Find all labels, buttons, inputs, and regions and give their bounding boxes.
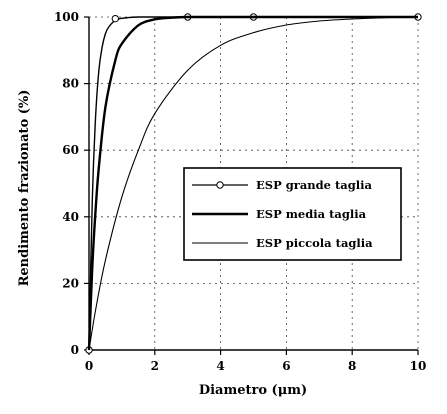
x-tick-label-5: 10 bbox=[410, 359, 427, 373]
legend-marker-grande bbox=[216, 181, 224, 189]
x-tick-label-3: 6 bbox=[282, 359, 290, 373]
legend-label-piccola: ESP piccola taglia bbox=[256, 236, 373, 250]
y-tick-label-2: 40 bbox=[62, 210, 79, 224]
y-tick-label-3: 60 bbox=[62, 143, 79, 157]
y-axis-title: Rendimento frazionato (%) bbox=[17, 90, 32, 287]
x-tick-label-4: 8 bbox=[348, 359, 356, 373]
series-line-1 bbox=[87, 15, 418, 351]
y-tick-label-5: 100 bbox=[54, 10, 79, 24]
x-axis-title: Diametro (μm) bbox=[199, 383, 307, 398]
legend-label-grande: ESP grande taglia bbox=[256, 178, 373, 192]
legend-label-media: ESP media taglia bbox=[256, 207, 367, 221]
y-tick-label-4: 80 bbox=[62, 77, 79, 91]
x-tick-label-0: 0 bbox=[85, 359, 93, 373]
y-tick-label-0: 0 bbox=[71, 343, 79, 357]
series-group bbox=[85, 13, 422, 354]
legend: ESP grande taglia ESP media taglia ESP p… bbox=[183, 167, 402, 261]
x-tick-label-1: 2 bbox=[151, 359, 159, 373]
x-tick-label-2: 4 bbox=[216, 359, 224, 373]
series-line-2 bbox=[88, 16, 419, 351]
series-0-marker-1 bbox=[111, 14, 120, 23]
grid bbox=[89, 16, 419, 350]
y-tick-label-1: 20 bbox=[62, 276, 79, 290]
